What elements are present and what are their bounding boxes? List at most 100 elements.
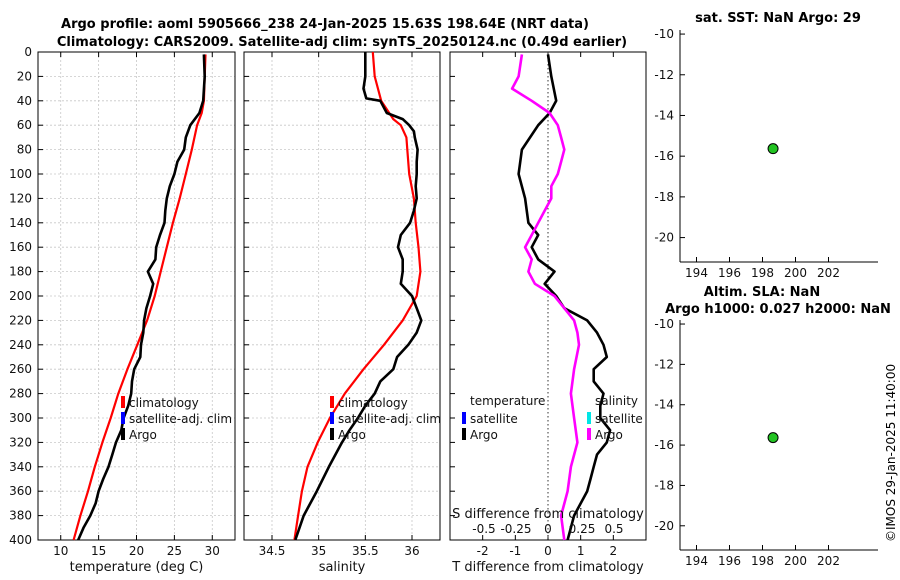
- xtick-label-difference: -2: [477, 544, 489, 558]
- ytick-label-depth: 200: [9, 289, 32, 303]
- xtick-label-salinity: 36: [404, 544, 419, 558]
- panel-map_sla: -10 -12 -14 -16 -18 -20 194 196 198 200 202: [654, 317, 878, 568]
- map-ytick-label: -12: [654, 357, 674, 371]
- legend-label-temp: satellite-adj. clim: [129, 412, 232, 426]
- legend-title-temperature: temperature: [470, 394, 545, 408]
- map-sst-title: sat. SST: NaN Argo: 29: [695, 11, 861, 26]
- series-diff-temperature-argo: [517, 54, 612, 541]
- map-xtick-label: 196: [718, 266, 741, 280]
- legend-label-temp: Argo: [129, 428, 157, 442]
- secondary-tick-sdiff: 0.25: [569, 522, 596, 536]
- xtick-label-salinity: 35: [311, 544, 326, 558]
- legend-swatch-sal: [330, 412, 334, 424]
- map-xtick-label: 194: [685, 266, 708, 280]
- map-xtick-label: 202: [817, 554, 840, 568]
- map-ytick-label: -10: [654, 27, 674, 41]
- xtick-label-temperature: 25: [167, 544, 182, 558]
- secondary-label-sdiff: S difference from climatology: [452, 507, 644, 522]
- xtick-label-difference: 2: [610, 544, 618, 558]
- xlabel-salinity: salinity: [319, 560, 366, 575]
- xtick-label-difference: -1: [509, 544, 521, 558]
- map-ytick-label: -12: [654, 68, 674, 82]
- legend-label-sdiff: Argo: [595, 428, 623, 442]
- ytick-label-depth: 320: [9, 435, 32, 449]
- xlabel-tdiff: T difference from climatology: [451, 560, 644, 575]
- legend-swatch-sal: [330, 428, 334, 440]
- legend-label-sdiff: satellite: [595, 412, 643, 426]
- legend-label-tdiff: Argo: [470, 428, 498, 442]
- legend-label-tdiff: satellite: [470, 412, 518, 426]
- map-xtick-label: 198: [751, 554, 774, 568]
- map-xtick-label: 200: [784, 554, 807, 568]
- map-ytick-label: -20: [654, 519, 674, 533]
- series-sal-argo: [294, 52, 423, 541]
- legend-swatch-temp: [121, 412, 125, 424]
- legend-label-temp: climatology: [129, 396, 199, 410]
- ytick-label-depth: 40: [17, 94, 32, 108]
- map-ytick-label: -16: [654, 149, 674, 163]
- series-temp-argo: [77, 54, 206, 541]
- ytick-label-depth: 280: [9, 387, 32, 401]
- map-xtick-label: 198: [751, 266, 774, 280]
- argo-location-marker: [767, 143, 779, 155]
- ytick-label-depth: 300: [9, 411, 32, 425]
- ytick-label-depth: 0: [24, 45, 32, 59]
- ytick-label-depth: 140: [9, 216, 32, 230]
- map-ytick-label: -20: [654, 231, 674, 245]
- ytick-label-depth: 260: [9, 362, 32, 376]
- legend-title-salinity: salinity: [595, 394, 638, 408]
- ytick-label-depth: 100: [9, 167, 32, 181]
- panel-difference: -2 -1 0 1 2 T difference from climatology S di…: [449, 51, 647, 575]
- imos-watermark: ©IMOS 29-Jan-2025 11:40:00: [884, 364, 898, 542]
- map-ytick-label: -16: [654, 438, 674, 452]
- secondary-tick-sdiff: 0.5: [604, 522, 623, 536]
- xtick-label-temperature: 15: [91, 544, 106, 558]
- ytick-label-depth: 180: [9, 265, 32, 279]
- map-xtick-label: 202: [817, 266, 840, 280]
- xtick-label-temperature: 10: [53, 544, 68, 558]
- map-ytick-label: -14: [654, 398, 674, 412]
- ytick-label-depth: 360: [9, 484, 32, 498]
- legend-swatch-temp: [121, 396, 125, 408]
- ytick-label-depth: 20: [17, 69, 32, 83]
- map-xtick-label: 196: [718, 554, 741, 568]
- xtick-label-salinity: 34.5: [259, 544, 286, 558]
- secondary-tick-sdiff: 0: [544, 522, 552, 536]
- xtick-label-difference: 1: [577, 544, 585, 558]
- series-temp-climatology: [72, 54, 207, 541]
- map-sla-title: Altim. SLA: NaN: [704, 285, 820, 300]
- chart-panels: 10 15 20 25 30020406080100120140160180200220…: [9, 27, 878, 575]
- legend-swatch-tdiff: [462, 428, 466, 440]
- map-xtick-label: 194: [685, 554, 708, 568]
- xtick-label-temperature: 20: [129, 544, 144, 558]
- ytick-label-depth: 400: [9, 533, 32, 547]
- ytick-label-depth: 120: [9, 191, 32, 205]
- legend-label-sal: Argo: [338, 428, 366, 442]
- series-sal-climatology: [293, 51, 422, 541]
- secondary-tick-sdiff: -0.25: [500, 522, 531, 536]
- map-xtick-label: 200: [784, 266, 807, 280]
- ytick-label-depth: 60: [17, 118, 32, 132]
- map-ytick-label: -14: [654, 108, 674, 122]
- map-ytick-label: -18: [654, 478, 674, 492]
- legend-label-sal: climatology: [338, 396, 408, 410]
- legend-swatch-sdiff: [587, 412, 591, 424]
- map-ytick-label: -18: [654, 190, 674, 204]
- secondary-tick-sdiff: -0.5: [472, 522, 495, 536]
- xlabel-temperature: temperature (deg C): [70, 560, 204, 575]
- panel-map_sst: -10 -12 -14 -16 -18 -20 194 196 198 200 202: [654, 27, 878, 280]
- map-sla-subtitle: Argo h1000: 0.027 h2000: NaN: [665, 302, 891, 317]
- ytick-label-depth: 240: [9, 338, 32, 352]
- xtick-label-salinity: 35.5: [352, 544, 379, 558]
- xtick-label-difference: 0: [544, 544, 552, 558]
- legend-swatch-tdiff: [462, 412, 466, 424]
- figure-title-line1: Argo profile: aoml 5905666_238 24-Jan-20…: [61, 17, 589, 32]
- figure-title-line2: Climatology: CARS2009. Satellite-adj cli…: [57, 35, 627, 50]
- legend-swatch-sdiff: [587, 428, 591, 440]
- series-diff-salinity-argo: [510, 54, 581, 541]
- legend-swatch-sal: [330, 396, 334, 408]
- ytick-label-depth: 340: [9, 460, 32, 474]
- panel-salinity: 34.5 35 35.5 36 salinity climatology satellite…: [243, 51, 441, 575]
- ytick-label-depth: 160: [9, 240, 32, 254]
